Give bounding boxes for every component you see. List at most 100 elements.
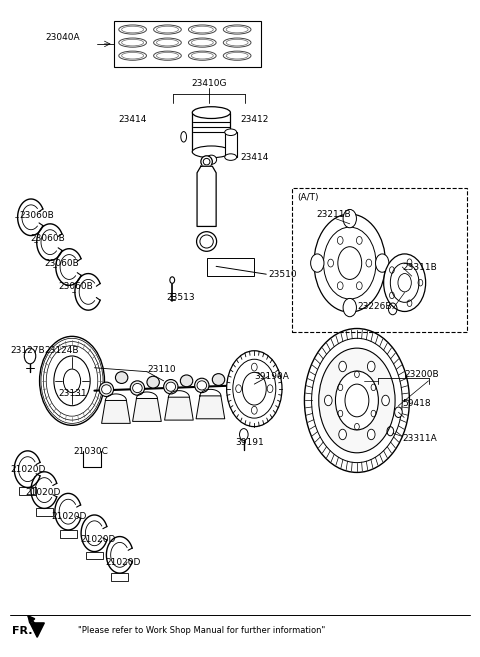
- Circle shape: [339, 361, 347, 372]
- Ellipse shape: [225, 129, 237, 135]
- Ellipse shape: [132, 384, 142, 393]
- Ellipse shape: [102, 385, 111, 394]
- Circle shape: [343, 298, 357, 317]
- Circle shape: [338, 247, 362, 279]
- Bar: [111, 573, 128, 581]
- Ellipse shape: [192, 106, 230, 118]
- Circle shape: [227, 351, 282, 426]
- Bar: [86, 552, 103, 560]
- Ellipse shape: [212, 374, 225, 386]
- Ellipse shape: [99, 382, 114, 397]
- Bar: [292, 188, 467, 332]
- Circle shape: [63, 369, 81, 393]
- Ellipse shape: [116, 372, 128, 384]
- Circle shape: [345, 384, 369, 417]
- Text: 23510: 23510: [269, 270, 297, 279]
- Text: 59418: 59418: [402, 399, 431, 408]
- Circle shape: [390, 263, 419, 302]
- Polygon shape: [132, 399, 161, 421]
- Circle shape: [39, 336, 105, 425]
- Circle shape: [233, 359, 276, 418]
- Text: 21020D: 21020D: [80, 535, 116, 543]
- Ellipse shape: [203, 158, 210, 165]
- Text: 39191: 39191: [235, 438, 264, 447]
- Text: 23412: 23412: [240, 115, 268, 124]
- Text: 23226B: 23226B: [357, 302, 391, 311]
- Text: 23513: 23513: [166, 292, 195, 302]
- Text: 23211B: 23211B: [316, 210, 351, 219]
- Ellipse shape: [181, 131, 187, 142]
- Text: 23311B: 23311B: [402, 263, 437, 271]
- Ellipse shape: [228, 377, 242, 392]
- Text: (A/T): (A/T): [297, 193, 319, 202]
- Text: 23110: 23110: [147, 365, 176, 374]
- Text: 21030C: 21030C: [73, 447, 108, 456]
- Ellipse shape: [147, 376, 159, 388]
- Text: 21020D: 21020D: [10, 464, 45, 474]
- Circle shape: [343, 210, 357, 228]
- Circle shape: [319, 348, 395, 453]
- Ellipse shape: [230, 380, 240, 389]
- Text: 23200B: 23200B: [405, 370, 439, 379]
- Circle shape: [382, 396, 389, 406]
- Circle shape: [240, 428, 248, 440]
- Ellipse shape: [195, 378, 209, 393]
- Bar: [206, 258, 254, 276]
- Ellipse shape: [197, 381, 206, 390]
- Circle shape: [384, 254, 426, 311]
- Bar: [225, 132, 237, 157]
- Bar: [36, 509, 53, 516]
- Ellipse shape: [197, 232, 216, 251]
- Ellipse shape: [192, 146, 230, 158]
- Ellipse shape: [180, 375, 193, 387]
- Circle shape: [395, 407, 402, 417]
- Circle shape: [324, 396, 332, 406]
- Ellipse shape: [206, 155, 216, 164]
- Text: 23311A: 23311A: [402, 434, 437, 443]
- Text: "Please refer to Work Shop Manual for further information": "Please refer to Work Shop Manual for fu…: [78, 626, 325, 635]
- Circle shape: [54, 356, 90, 406]
- Circle shape: [324, 227, 376, 299]
- Polygon shape: [197, 166, 216, 227]
- Text: 23414: 23414: [240, 152, 268, 162]
- Circle shape: [304, 328, 409, 472]
- Bar: [60, 530, 77, 538]
- Circle shape: [24, 348, 36, 364]
- Circle shape: [336, 371, 378, 430]
- Circle shape: [339, 429, 347, 440]
- Ellipse shape: [166, 382, 176, 392]
- Text: 23414: 23414: [119, 115, 147, 124]
- Text: 21020D: 21020D: [25, 488, 60, 497]
- Text: 23124B: 23124B: [44, 346, 79, 355]
- Ellipse shape: [200, 235, 213, 248]
- Text: 39190A: 39190A: [254, 372, 289, 381]
- Text: 23060B: 23060B: [20, 212, 54, 221]
- Polygon shape: [165, 397, 193, 420]
- Circle shape: [367, 361, 375, 372]
- Text: 23410G: 23410G: [191, 79, 227, 87]
- Ellipse shape: [225, 154, 237, 160]
- Ellipse shape: [201, 156, 212, 168]
- Text: FR.: FR.: [12, 625, 32, 636]
- Circle shape: [242, 373, 266, 405]
- Text: 23131: 23131: [59, 390, 87, 398]
- Bar: [114, 21, 262, 67]
- Circle shape: [314, 214, 385, 312]
- Circle shape: [311, 254, 324, 272]
- Polygon shape: [196, 396, 225, 419]
- Circle shape: [367, 429, 375, 440]
- Circle shape: [312, 338, 402, 463]
- Circle shape: [375, 254, 389, 272]
- Text: 23060B: 23060B: [59, 282, 94, 291]
- Polygon shape: [30, 623, 44, 637]
- Ellipse shape: [164, 380, 178, 394]
- Circle shape: [398, 273, 411, 292]
- Bar: [19, 487, 36, 495]
- Ellipse shape: [130, 381, 144, 396]
- Text: 23060B: 23060B: [44, 259, 79, 267]
- Bar: [192, 112, 230, 152]
- Text: 23127B: 23127B: [10, 346, 45, 355]
- Ellipse shape: [170, 277, 175, 283]
- Text: 23060B: 23060B: [30, 235, 65, 243]
- Text: 21020D: 21020D: [106, 558, 141, 566]
